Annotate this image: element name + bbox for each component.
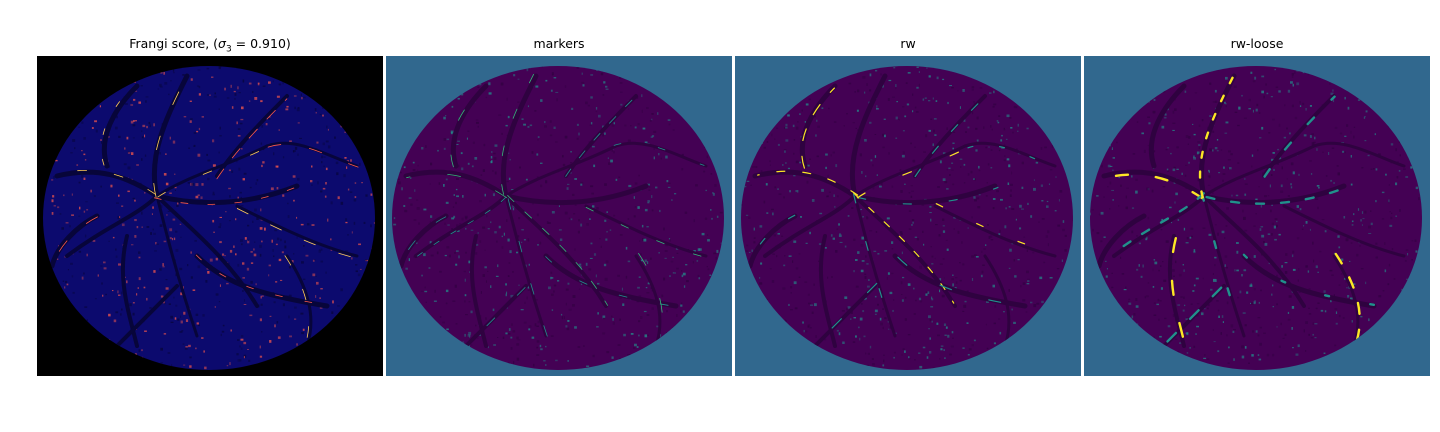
vessels [398,73,708,348]
vessels [49,73,359,348]
rw-loose-image [1084,56,1430,376]
sigma-subscript: 3 [225,44,232,55]
rw-canvas [735,56,1081,376]
rw-loose-canvas [1084,56,1430,376]
panel-title-frangi-text: Frangi score, ( [129,36,219,51]
sigma-symbol: σ [218,36,226,51]
markers-canvas [386,56,732,376]
panel-title-frangi-value: = 0.910) [231,36,291,51]
rw-image [735,56,1081,376]
panel-title-frangi: Frangi score, (σ3 = 0.910) [37,36,383,55]
frangi-score-image [37,56,383,376]
retina-disc [43,66,375,370]
retina-disc [1090,66,1422,370]
highlights [400,73,707,348]
panel-title-rw-loose: rw-loose [1230,36,1284,51]
panel-title-markers: markers [533,36,585,51]
highlights [1101,76,1376,350]
highlights [749,87,1059,345]
panel-title-rw: rw [900,36,916,51]
frangi-score-canvas [37,56,383,376]
retina-disc [741,66,1073,370]
markers-image [386,56,732,376]
highlights [52,76,359,347]
